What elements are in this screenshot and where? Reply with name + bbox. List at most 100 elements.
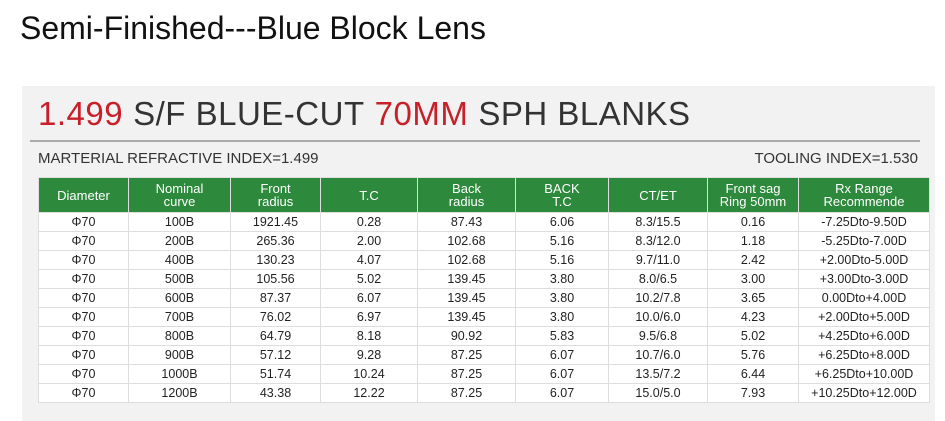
- table-row: Φ70 400B 130.23 4.07 102.68 5.16 9.7/11.0 2.42 +…: [38, 250, 930, 270]
- table-cell: +2.00Dto+5.00D: [798, 307, 930, 327]
- table-cell: +2.00Dto-5.00D: [798, 250, 930, 270]
- table-cell: 1921.45: [230, 212, 321, 232]
- table-cell: 0.28: [320, 212, 418, 232]
- table-cell: 6.07: [515, 364, 609, 384]
- header-line: Diameter: [57, 187, 110, 203]
- table-row: Φ70 900B 57.12 9.28 87.25 6.07 10.7/6.0 5.76 +6.…: [38, 345, 930, 365]
- table-cell: 139.45: [417, 269, 516, 289]
- table-cell: 5.16: [515, 250, 609, 270]
- header-line: T.C: [552, 194, 572, 209]
- table-cell: 12.22: [320, 383, 418, 403]
- table-cell: 130.23: [230, 250, 321, 270]
- table-cell: Φ70: [38, 326, 129, 346]
- table-cell: 51.74: [230, 364, 321, 384]
- table-cell: Φ70: [38, 345, 129, 365]
- spec-table: Diameter Nominal curve Front radius T.C Back ra…: [38, 177, 930, 403]
- column-header: BACK T.C: [515, 177, 609, 213]
- column-header: Nominal curve: [128, 177, 231, 213]
- table-cell: 10.0/6.0: [608, 307, 708, 327]
- table-cell: 2.42: [707, 250, 799, 270]
- header-line: BACK: [544, 181, 580, 196]
- title-part: 1.499: [38, 95, 124, 132]
- table-cell: 3.80: [515, 269, 609, 289]
- table-cell: +6.25Dto+8.00D: [798, 345, 930, 365]
- table-cell: 5.16: [515, 231, 609, 251]
- column-header: CT/ET: [608, 177, 708, 213]
- table-row: Φ70 500B 105.56 5.02 139.45 3.80 8.0/6.5 3.00 +3…: [38, 269, 930, 289]
- table-cell: 6.07: [515, 345, 609, 365]
- table-cell: 102.68: [417, 250, 516, 270]
- header-line: Front: [260, 181, 291, 196]
- header-line: CT/ET: [639, 187, 677, 203]
- table-cell: -5.25Dto-7.00D: [798, 231, 930, 251]
- table-cell: 6.97: [320, 307, 418, 327]
- table-cell: 139.45: [417, 307, 516, 327]
- table-cell: 64.79: [230, 326, 321, 346]
- table-cell: -7.25Dto-9.50D: [798, 212, 930, 232]
- table-cell: 87.43: [417, 212, 516, 232]
- table-cell: Φ70: [38, 250, 129, 270]
- table-cell: Φ70: [38, 288, 129, 308]
- table-cell: 7.93: [707, 383, 799, 403]
- table-cell: 4.07: [320, 250, 418, 270]
- table-cell: 5.02: [707, 326, 799, 346]
- table-cell: 139.45: [417, 288, 516, 308]
- header-line: Back: [452, 181, 481, 196]
- header-line: Ring 50mm: [719, 194, 787, 209]
- table-cell: 3.80: [515, 307, 609, 327]
- table-cell: 3.80: [515, 288, 609, 308]
- header-row: Diameter Nominal curve Front radius T.C Back ra…: [38, 177, 930, 213]
- table-cell: 900B: [128, 345, 231, 365]
- table-cell: +4.25Dto+6.00D: [798, 326, 930, 346]
- table-cell: 6.07: [515, 383, 609, 403]
- header-line: Recommende: [823, 194, 905, 209]
- table-cell: 600B: [128, 288, 231, 308]
- table-cell: 1.18: [707, 231, 799, 251]
- table-cell: 700B: [128, 307, 231, 327]
- right-note: TOOLING INDEX=1.530: [754, 150, 918, 167]
- column-header: Front radius: [230, 177, 321, 213]
- table-cell: Φ70: [38, 269, 129, 289]
- table-cell: 15.0/5.0: [608, 383, 708, 403]
- table-cell: 6.06: [515, 212, 609, 232]
- table-cell: Φ70: [38, 364, 129, 384]
- table-cell: +10.25Dto+12.00D: [798, 383, 930, 403]
- table-row: Φ70 100B 1921.45 0.28 87.43 6.06 8.3/15.5 0.16-…: [38, 212, 930, 232]
- table-cell: Φ70: [38, 307, 129, 327]
- table-cell: 8.0/6.5: [608, 269, 708, 289]
- table-cell: 10.2/7.8: [608, 288, 708, 308]
- table-cell: 8.18: [320, 326, 418, 346]
- table-cell: 500B: [128, 269, 231, 289]
- table-cell: 8.3/15.5: [608, 212, 708, 232]
- column-header: Rx Range Recommende: [798, 177, 930, 213]
- table-cell: Φ70: [38, 212, 129, 232]
- table-row: Φ70 1200B 43.38 12.22 87.25 6.07 15.0/5.0 7.93 +…: [38, 383, 930, 403]
- title-part: S/F BLUE-CUT: [133, 95, 365, 132]
- table-cell: 57.12: [230, 345, 321, 365]
- table-row: Φ70 600B 87.37 6.07 139.45 3.80 10.2/7.8 3.65 0.…: [38, 288, 930, 308]
- header-line: radius: [448, 194, 485, 209]
- table-cell: 13.5/7.2: [608, 364, 708, 384]
- table-row: Φ70 200B 265.36 2.00 102.68 5.16 8.3/12.0 1.18-…: [38, 231, 930, 251]
- header-line: Nominal: [155, 181, 204, 196]
- table-cell: 9.7/11.0: [608, 250, 708, 270]
- table-row: Φ70 1000B 51.74 10.24 87.25 6.07 13.5/7.2 6.44 +…: [38, 364, 930, 384]
- table-cell: 102.68: [417, 231, 516, 251]
- column-header: T.C: [320, 177, 418, 213]
- table-cell: Φ70: [38, 231, 129, 251]
- header-line: Front sag: [725, 181, 781, 196]
- table-cell: 87.25: [417, 345, 516, 365]
- table-cell: 87.25: [417, 364, 516, 384]
- table-cell: 6.44: [707, 364, 799, 384]
- table-cell: 76.02: [230, 307, 321, 327]
- title-part: SPH BLANKS: [478, 95, 691, 132]
- header-line: T.C: [359, 187, 379, 203]
- title-part: 70MM: [374, 95, 469, 132]
- table-cell: +6.25Dto+10.00D: [798, 364, 930, 384]
- heading: Semi-Finished---Blue Block Lens: [20, 10, 486, 46]
- table-cell: 10.7/6.0: [608, 345, 708, 365]
- table-cell: 265.36: [230, 231, 321, 251]
- header-line: Rx Range: [835, 181, 893, 196]
- column-header: Diameter: [38, 177, 129, 213]
